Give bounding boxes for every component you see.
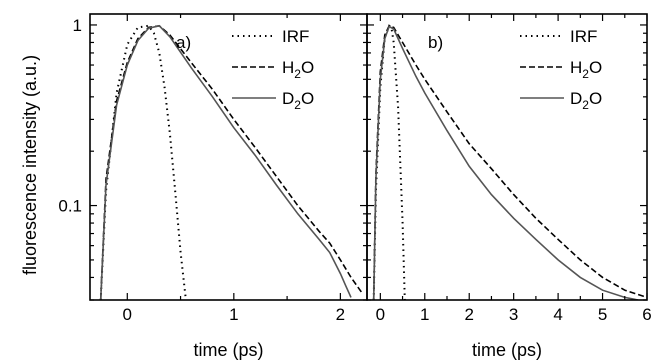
- series-d2o-line: [99, 24, 352, 300]
- series-h2o-line: [99, 24, 363, 300]
- panel-b: 0 1 2 3 4 5 6 time (ps) b) IRF H2O D2O: [366, 13, 652, 360]
- series-h2o-line: [372, 24, 647, 300]
- series-d2o-line: [372, 25, 639, 300]
- series-irf-line: [372, 24, 406, 300]
- legend-label: H2O: [570, 58, 602, 81]
- panel-a: 0 1 2 0.1 1 time (ps) a) IRF H2O D2O: [58, 13, 368, 360]
- y-tick-label: 0.1: [58, 197, 82, 216]
- legend-label: D2O: [570, 89, 602, 112]
- x-tick-label: 2: [464, 305, 473, 324]
- legend-label: IRF: [570, 27, 597, 46]
- y-axis-label: fluorescence intensity (a.u.): [20, 55, 40, 275]
- panel-label: b): [428, 33, 443, 52]
- x-tick-label: 4: [553, 305, 562, 324]
- panel-label: a): [176, 33, 191, 52]
- legend-label: D2O: [282, 89, 314, 112]
- x-tick-label: 0: [123, 305, 132, 324]
- x-tick-label: 1: [420, 305, 429, 324]
- y-tick-label: 1: [73, 16, 82, 35]
- x-axis-label: time (ps): [472, 340, 542, 360]
- legend-label: H2O: [282, 58, 314, 81]
- legend-label: IRF: [282, 27, 309, 46]
- series-irf-line: [99, 24, 187, 300]
- x-tick-label: 5: [598, 305, 607, 324]
- x-tick-label: 1: [229, 305, 238, 324]
- x-tick-label: 6: [642, 305, 651, 324]
- plot-frame: [366, 13, 648, 301]
- x-tick-label: 0: [376, 305, 385, 324]
- x-tick-label: 2: [336, 305, 345, 324]
- x-tick-label: 3: [509, 305, 518, 324]
- x-axis-label: time (ps): [193, 340, 263, 360]
